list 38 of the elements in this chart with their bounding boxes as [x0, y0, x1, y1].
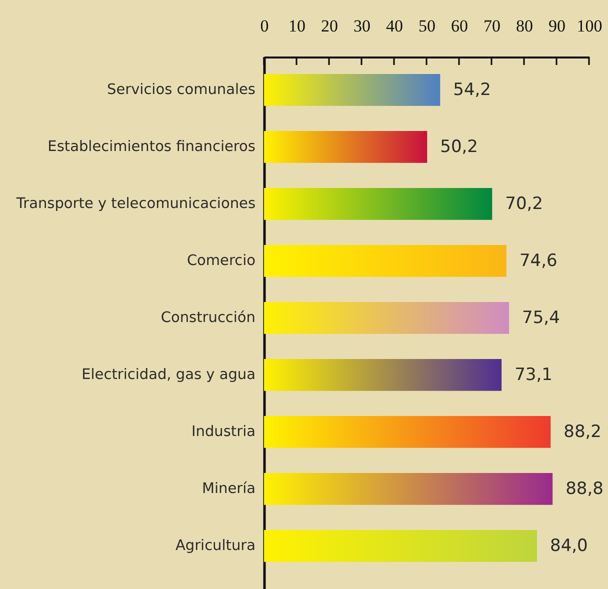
x-tick-label: 50	[418, 16, 436, 36]
y-tick-label: Transporte y telecomunicaciones	[15, 196, 256, 212]
x-tick-label: 40	[386, 16, 403, 36]
y-tick-label: Electricidad, gas y agua	[82, 366, 256, 383]
data-label: 88,2	[564, 422, 602, 442]
data-label: 74,6	[519, 250, 558, 271]
y-tick-label: Agricultura	[175, 538, 256, 554]
data-label: 75,4	[522, 308, 560, 328]
y-tick-label: Establecimientos financieros	[48, 138, 256, 155]
x-tick-label: 10	[288, 16, 306, 36]
y-tick-label: Industria	[192, 424, 256, 440]
x-tick-label: 70	[484, 16, 500, 36]
data-label: 84,0	[550, 536, 588, 556]
bar	[264, 188, 492, 220]
y-tick-label: Construcción	[160, 310, 256, 326]
bar	[264, 302, 510, 334]
data-label: 70,2	[505, 194, 544, 214]
bar	[264, 472, 553, 505]
x-tick-label: 100	[576, 16, 602, 36]
bar	[264, 74, 440, 106]
y-tick-label: Comercio	[186, 252, 256, 269]
x-tick-label: 0	[260, 16, 269, 36]
y-tick-label: Servicios comunales	[107, 82, 256, 98]
x-tick-label: 60	[451, 16, 468, 36]
data-label: 88,8	[566, 478, 604, 499]
bar	[264, 416, 551, 448]
data-label: 73,1	[514, 364, 552, 385]
bar	[264, 358, 502, 391]
x-tick-label: 30	[354, 16, 370, 36]
x-tick-label: 80	[516, 16, 533, 36]
x-tick-label: 90	[548, 16, 566, 36]
x-tick-label: 20	[321, 16, 338, 36]
y-tick-label: Minería	[202, 480, 256, 497]
data-label: 50,2	[440, 136, 478, 157]
bar	[264, 130, 428, 163]
data-label: 54,2	[453, 80, 492, 100]
bar	[264, 244, 506, 277]
bar	[264, 530, 537, 562]
